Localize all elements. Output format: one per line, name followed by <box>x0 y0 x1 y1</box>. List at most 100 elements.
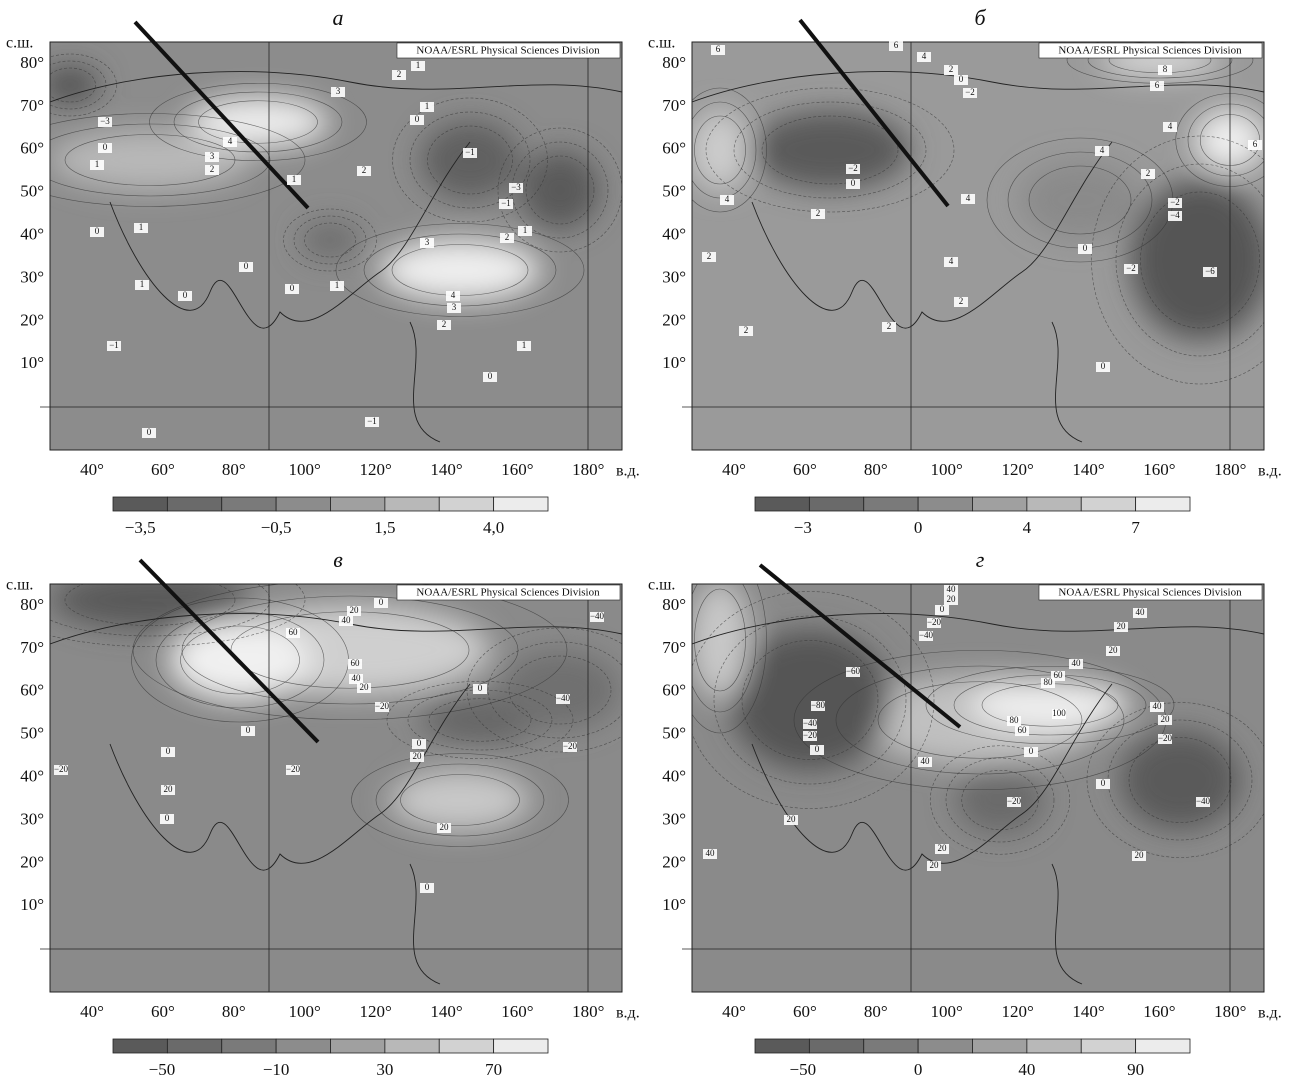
colorbar-label: 4 <box>1023 518 1032 537</box>
lon-label: 120° <box>359 1002 391 1021</box>
contour-label-box <box>944 595 958 605</box>
contour-label: −1 <box>109 340 119 350</box>
contour-label: 40 <box>706 848 716 858</box>
contour-label-box <box>1141 169 1155 179</box>
lon-label: 60° <box>793 460 817 479</box>
contour-label: −2 <box>848 163 858 173</box>
contour-label-box <box>348 659 362 669</box>
lon-label: 40° <box>80 460 104 479</box>
shaded-area <box>300 220 360 260</box>
contour-label-box <box>286 628 300 638</box>
contour-line <box>351 753 569 847</box>
contour-label: 0 <box>1083 243 1088 253</box>
contour-label: 20 <box>930 860 940 870</box>
lat-label: 30° <box>20 267 44 286</box>
shading <box>50 65 600 300</box>
contour-label: 3 <box>336 86 341 96</box>
lat-label: 40° <box>662 767 686 786</box>
contour-label: −4 <box>1170 210 1180 220</box>
colorbar-label: −50 <box>149 1060 176 1079</box>
contour-label: 1 <box>523 225 528 235</box>
credit-box <box>396 584 621 601</box>
contour-label: 100 <box>1052 708 1066 718</box>
colorbar-segment <box>438 1038 495 1054</box>
contour-label-box <box>411 61 425 71</box>
track-line <box>798 18 950 208</box>
shaded-area <box>692 110 750 190</box>
contour-label: 0 <box>183 290 188 300</box>
lat-unit: с.ш. <box>648 577 675 594</box>
contour-label-box <box>483 372 497 382</box>
colorbar-label: 0 <box>914 518 923 537</box>
contour-label: 2 <box>959 296 964 306</box>
contour-label-box <box>447 303 461 313</box>
shaded-area <box>692 584 750 700</box>
lon-label: 60° <box>151 460 175 479</box>
contour-label: −20 <box>286 764 301 774</box>
contour-label-box <box>161 785 175 795</box>
contour-label-box <box>918 757 932 767</box>
credit: NOAA/ESRL Physical Sciences Division <box>416 587 600 599</box>
contour-label: 0 <box>851 178 856 188</box>
contour-label: −20 <box>803 730 818 740</box>
shading <box>692 584 1240 835</box>
contour-label: 0 <box>147 427 152 437</box>
colorbar-segment <box>863 1038 919 1054</box>
contour-line <box>1028 165 1132 235</box>
lon-label: 140° <box>1072 1002 1104 1021</box>
contour-label: 60 <box>1018 725 1028 735</box>
contour-line <box>1086 702 1264 858</box>
shaded-area <box>380 240 540 300</box>
contour-label: 0 <box>95 226 100 236</box>
contour-line <box>392 97 548 223</box>
contour-label-box <box>339 616 353 626</box>
contour-label: 2 <box>362 165 367 175</box>
contour-label: −3 <box>100 116 110 126</box>
map-field <box>50 584 622 992</box>
contour-label-box <box>810 745 824 755</box>
contour-label: 1 <box>292 174 297 184</box>
contour-label: 2 <box>1146 168 1151 178</box>
colorbar-segment <box>493 496 549 512</box>
colorbar-segment <box>275 1038 331 1054</box>
lon-label: 80° <box>222 1002 246 1021</box>
contour-line <box>335 223 585 317</box>
lon-label: 100° <box>289 460 321 479</box>
contour-label-box <box>205 152 219 162</box>
lat-unit: с.ш. <box>6 577 33 594</box>
lat-label: 40° <box>20 225 44 244</box>
lon-label: 180° <box>572 460 604 479</box>
contour-line <box>497 127 622 253</box>
colorbar-segment <box>384 496 440 512</box>
contour-label-box <box>703 849 717 859</box>
colorbar-label: −0,5 <box>261 518 292 537</box>
contour-label-box <box>846 179 860 189</box>
colorbar-segment <box>754 496 810 512</box>
credit: NOAA/ESRL Physical Sciences Division <box>1058 587 1242 599</box>
contour-line <box>733 101 927 199</box>
contour-line <box>386 680 574 760</box>
contour-line <box>741 640 879 760</box>
contour-label-box <box>944 65 958 75</box>
contour-label-box <box>1132 851 1146 861</box>
lat-label: 20° <box>662 310 686 329</box>
contour-label: 4 <box>922 51 927 61</box>
contour-label-box <box>349 674 363 684</box>
colorbar-segment <box>1080 496 1137 512</box>
colorbar-segment <box>275 496 331 512</box>
contour-label-box <box>811 209 825 219</box>
contour-label-box <box>1248 140 1262 150</box>
contour-label-box <box>1096 362 1110 372</box>
contour-line <box>50 60 107 110</box>
colorbar-segment <box>1080 1038 1137 1054</box>
contour-label-box <box>1096 779 1110 789</box>
contour-label-box <box>1196 797 1210 807</box>
lon-label: 160° <box>1143 1002 1175 1021</box>
contour-label: 4 <box>1168 121 1173 131</box>
contour-line <box>283 208 377 272</box>
lon-label: 140° <box>1072 460 1104 479</box>
lat-label: 60° <box>20 681 44 700</box>
contour-label-box <box>803 719 817 729</box>
lat-label: 80° <box>662 53 686 72</box>
